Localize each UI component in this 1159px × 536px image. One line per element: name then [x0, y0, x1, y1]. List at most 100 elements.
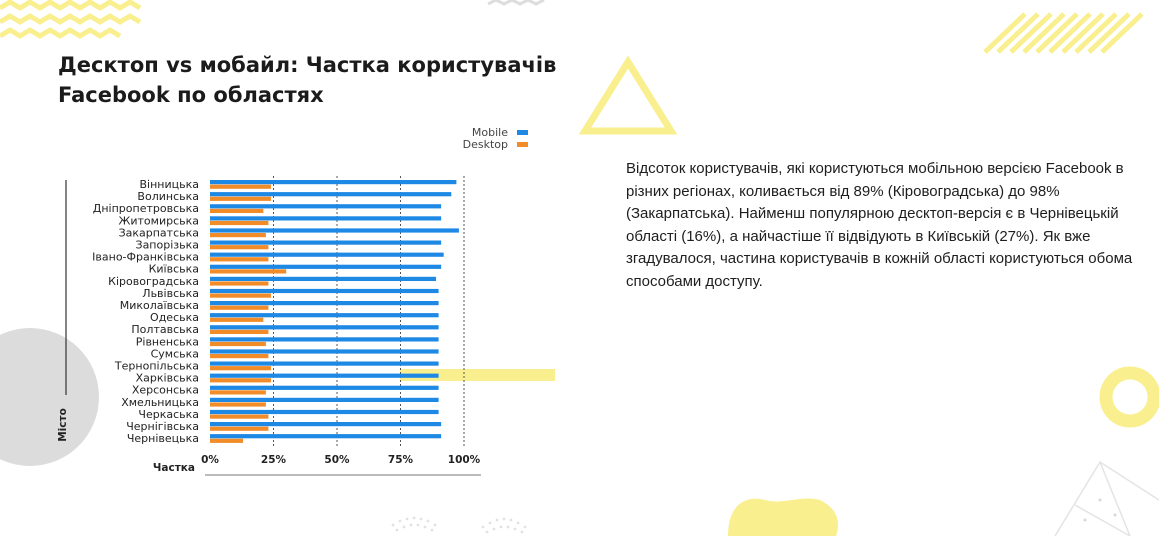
bar-mobile — [210, 252, 444, 257]
bar-desktop — [210, 269, 287, 274]
circle-decoration — [0, 328, 99, 466]
category-label: Харківська — [136, 372, 199, 385]
category-label: Львівська — [142, 287, 199, 300]
category-label: Чернігівська — [126, 420, 199, 433]
chart-title-line: Десктоп vs мобайл: Частка користувачів — [58, 53, 557, 77]
bar-desktop — [210, 402, 266, 407]
bar-mobile — [210, 337, 439, 342]
category-label: Івано-Франківська — [92, 251, 199, 264]
chart-axes: Частка Місто — [57, 180, 481, 476]
category-label: Херсонська — [132, 384, 199, 397]
legend-label: Desktop — [463, 138, 508, 151]
x-tick-label: 0% — [201, 454, 219, 466]
bar-desktop — [210, 184, 271, 189]
bar-mobile — [210, 385, 439, 390]
legend-swatch — [517, 130, 528, 135]
zigzag-decoration — [487, 0, 545, 6]
x-tick-label: 75% — [388, 454, 414, 466]
triangle-decoration — [578, 55, 678, 135]
category-label: Чернівецька — [127, 432, 199, 445]
category-label: Запорізька — [136, 239, 199, 252]
bar-mobile — [210, 361, 439, 366]
bar-mobile — [210, 180, 457, 185]
bar-desktop — [210, 293, 271, 298]
bar-desktop — [210, 317, 264, 322]
legend-swatch — [517, 142, 528, 147]
bar-mobile — [210, 288, 439, 294]
bar-desktop — [210, 329, 269, 334]
category-label: Кіровоградська — [108, 275, 199, 288]
bar-desktop — [210, 426, 269, 431]
x-tick-label: 100% — [448, 454, 481, 466]
description-text: Відсоток користувачів, які користуються … — [626, 160, 1133, 290]
bar-desktop — [210, 341, 266, 347]
bar-mobile — [210, 204, 442, 209]
y-axis-label: Місто — [57, 408, 69, 442]
bar-desktop — [210, 414, 269, 419]
bar-desktop — [210, 390, 266, 395]
bar-desktop — [210, 245, 269, 250]
bar-mobile — [210, 422, 442, 427]
bar-desktop — [210, 438, 244, 443]
category-label: Черкаська — [138, 408, 199, 421]
category-label: Вінницька — [140, 178, 200, 191]
bar-desktop — [210, 196, 271, 201]
bar-desktop — [210, 281, 269, 286]
stripes-decoration — [983, 12, 1144, 54]
zigzag-decoration — [0, 0, 142, 11]
bar-mobile — [210, 301, 439, 306]
category-label: Полтавська — [131, 323, 199, 336]
bar-mobile — [210, 397, 439, 402]
category-label: Київська — [149, 263, 199, 276]
band-decoration — [400, 369, 555, 381]
bar-mobile — [210, 276, 437, 281]
bar-desktop — [210, 233, 266, 238]
bar-mobile — [210, 216, 442, 221]
category-label: Рівненська — [136, 335, 199, 348]
bar-desktop — [210, 366, 271, 371]
bar-mobile — [210, 349, 439, 354]
zigzag-decoration — [0, 27, 122, 39]
x-tick-label: 25% — [261, 454, 287, 466]
zigzag-decoration — [0, 13, 142, 25]
x-tick-label: 50% — [324, 454, 350, 466]
mesh-decoration — [1054, 460, 1159, 536]
chart-title-line: Facebook по областях — [58, 83, 324, 107]
dots-decoration — [391, 516, 527, 534]
bar-desktop — [210, 378, 271, 383]
ring-decoration — [1099, 366, 1159, 428]
chart-bars — [210, 180, 459, 443]
x-tick-labels: 0% 25% 50% 75% 100% — [201, 454, 481, 466]
category-labels: ВінницькаВолинськаДніпропетровськаЖитоми… — [92, 178, 199, 445]
bar-mobile — [210, 325, 439, 330]
blob-decoration — [728, 498, 839, 536]
chart-title: Десктоп vs мобайл: Частка користувачів F… — [58, 50, 578, 110]
x-axis-label: Частка — [153, 462, 195, 474]
bar-desktop — [210, 257, 269, 262]
bar-desktop — [210, 208, 264, 213]
bar-mobile — [210, 313, 439, 318]
bar-mobile — [210, 373, 439, 378]
bar-desktop — [210, 220, 269, 226]
bar-desktop — [210, 305, 269, 310]
category-label: Одеська — [150, 311, 199, 324]
category-label: Закарпатська — [119, 226, 199, 239]
category-label: Миколаївська — [120, 299, 199, 312]
bar-mobile — [210, 264, 442, 269]
bar-mobile — [210, 434, 442, 439]
bar-mobile — [210, 192, 452, 197]
category-label: Тернопільська — [114, 360, 199, 373]
bar-mobile — [210, 228, 459, 233]
category-label: Хмельницька — [121, 396, 199, 409]
bar-desktop — [210, 354, 269, 359]
bar-mobile — [210, 409, 439, 415]
category-label: Волинська — [137, 190, 199, 203]
category-label: Житомирська — [119, 214, 199, 227]
category-label: Сумська — [151, 347, 199, 360]
bar-mobile — [210, 240, 442, 245]
category-label: Дніпропетровська — [93, 202, 199, 215]
legend-label: Mobile — [472, 126, 508, 139]
